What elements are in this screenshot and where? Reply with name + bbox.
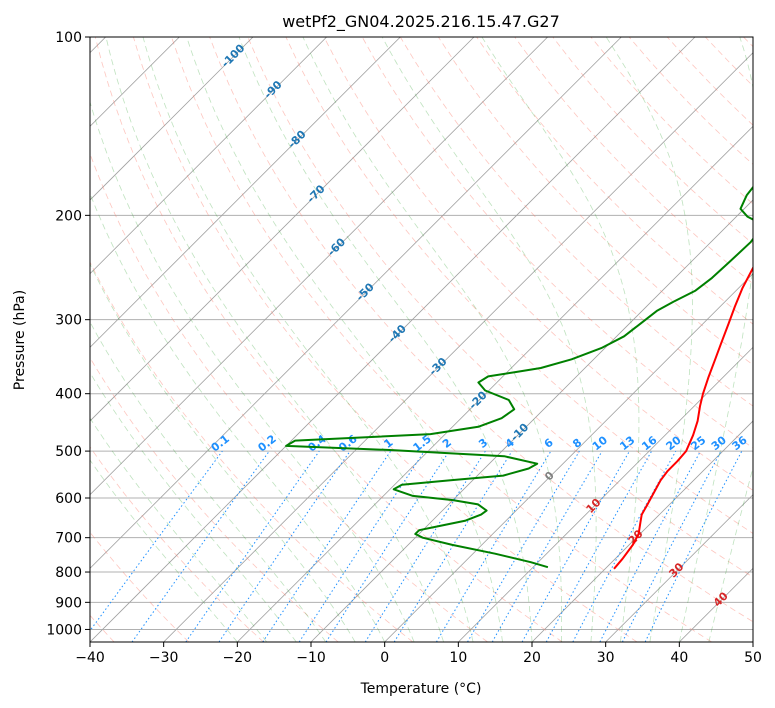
mixing-ratio-line — [521, 450, 630, 642]
isotherm-line — [237, 125, 753, 642]
mixing-ratio-line — [298, 450, 425, 642]
y-tick-label: 1000 — [46, 622, 82, 638]
isotherm-line — [90, 37, 696, 642]
y-tick-label: 100 — [55, 30, 82, 46]
isotherm-line — [605, 494, 753, 642]
moist-adiabat — [90, 371, 297, 642]
dry-adiabat — [323, 37, 753, 491]
moist-adiabat — [186, 37, 503, 642]
isotherm-line — [90, 37, 548, 496]
moist-adiabat — [238, 37, 533, 642]
dry-adiabat — [90, 446, 264, 642]
y-tick-label: 800 — [55, 565, 82, 581]
dry-adiabat — [90, 357, 339, 642]
x-tick-label: −20 — [223, 650, 253, 666]
dry-adiabat — [514, 37, 753, 285]
x-tick-label: 40 — [670, 650, 688, 666]
dry-adiabat — [209, 37, 753, 623]
isotherm-line — [163, 52, 753, 642]
dry-adiabat — [476, 37, 753, 325]
moist-adiabat — [105, 37, 444, 642]
mixing-ratio-line — [185, 450, 320, 642]
isotherm-line — [90, 37, 254, 201]
moist-adiabat — [90, 459, 238, 642]
y-tick-label: 400 — [55, 387, 82, 403]
mixing-ratio-line — [218, 450, 351, 642]
x-tick-label: 0 — [380, 650, 389, 666]
x-tick-label: 50 — [744, 650, 762, 666]
moist-adiabat — [142, 37, 474, 642]
moist-adiabat — [678, 37, 753, 642]
moist-adiabat — [381, 37, 597, 642]
moist-adiabat — [90, 192, 386, 642]
isotherm-line — [310, 199, 753, 642]
moist-adiabat — [90, 417, 268, 642]
isotherm-line — [384, 273, 753, 642]
dry-adiabat — [133, 37, 638, 642]
x-tick-label: −40 — [75, 650, 105, 666]
moist-adiabat — [90, 263, 356, 642]
dry-adiabat — [247, 37, 753, 578]
profile-lines — [285, 185, 753, 570]
isotherm-line — [531, 420, 753, 642]
mixing-ratio-line — [545, 450, 653, 642]
background-lines — [90, 37, 753, 642]
chart-title: wetPf2_GN04.2025.216.15.47.G27 — [282, 12, 560, 32]
x-tick-label: 10 — [449, 650, 467, 666]
plot-frame — [89, 36, 754, 643]
dry-adiabat — [285, 37, 753, 534]
mixing-ratio-line — [572, 450, 677, 642]
mixing-ratio-line — [131, 450, 270, 642]
y-tick-label: 700 — [55, 531, 82, 547]
mixing-ratio-line — [644, 450, 743, 642]
moist-adiabat — [605, 37, 693, 642]
dewpoint-profile — [285, 185, 753, 569]
mixing-ratio-line — [262, 450, 392, 642]
dry-adiabat — [90, 261, 414, 642]
x-tick-label: 30 — [597, 650, 615, 666]
moist-adiabat — [90, 100, 415, 642]
x-tick-label: 20 — [523, 650, 541, 666]
isotherm-line — [458, 346, 753, 642]
y-tick-label: 600 — [55, 491, 82, 507]
isotherm-line — [90, 37, 401, 348]
mixing-ratio-line — [325, 450, 450, 642]
axes: −40 −30 −20 −10 0 10 20 30 40 50 100 200 300 400 500 60… — [46, 30, 762, 666]
y-axis-title: Pressure (hPa) — [12, 290, 28, 390]
dry-adiabat — [171, 37, 712, 642]
moist-adiabat — [708, 466, 753, 642]
y-tick-label: 900 — [55, 595, 82, 611]
x-tick-label: −10 — [296, 650, 326, 666]
moist-adiabat — [302, 37, 562, 642]
x-tick-label: −30 — [149, 650, 179, 666]
y-tick-label: 500 — [55, 444, 82, 460]
dry-adiabat — [94, 37, 563, 642]
isotherm-line — [90, 37, 327, 275]
y-tick-label: 200 — [55, 208, 82, 224]
y-tick-label: 300 — [55, 313, 82, 329]
moist-adiabat — [481, 37, 640, 642]
isotherm-line — [90, 37, 475, 422]
mixing-ratio-line — [393, 450, 513, 642]
mixing-ratio-line — [90, 450, 223, 632]
isotherm-line — [90, 37, 622, 569]
temperature-profile — [613, 266, 753, 570]
x-axis-title: Temperature (°C) — [360, 681, 482, 697]
